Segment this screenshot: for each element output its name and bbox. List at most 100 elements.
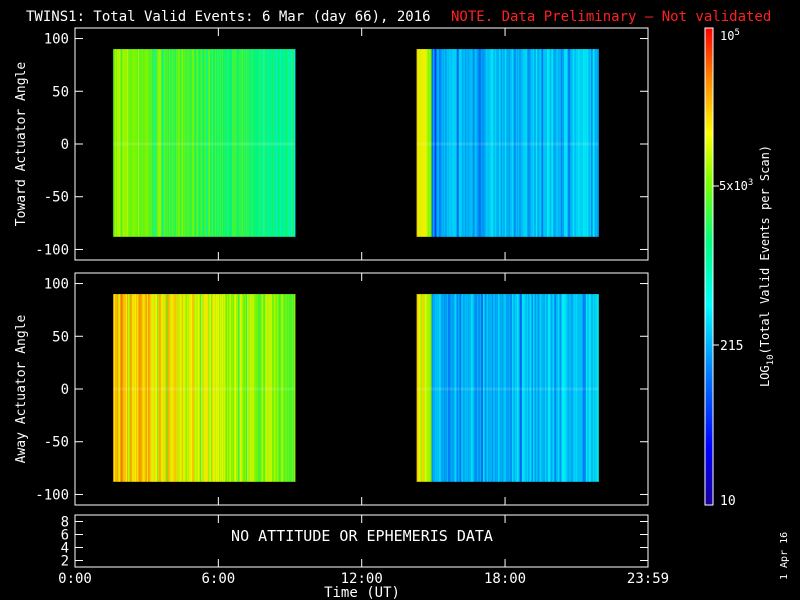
heatmap-column (157, 49, 159, 237)
heatmap-column (199, 294, 201, 482)
heatmap-column (119, 294, 121, 482)
heatmap-column (597, 294, 599, 482)
heatmap-column (223, 294, 225, 482)
heatmap-column (229, 49, 231, 237)
heatmap-column (155, 49, 157, 237)
heatmap-column (259, 49, 261, 237)
heatmap-column (507, 49, 509, 237)
heatmap-column (578, 294, 580, 482)
heatmap-column (280, 294, 282, 482)
heatmap-column (432, 294, 434, 482)
heatmap-column (559, 49, 561, 237)
heatmap-column (218, 294, 220, 482)
heatmap-column (584, 49, 586, 237)
heatmap-column (527, 49, 529, 237)
heatmap-column (581, 49, 583, 237)
heatmap-column (480, 294, 482, 482)
x-tick-label: 6:00 (201, 571, 235, 587)
heatmap-column (163, 294, 165, 482)
heatmap-column (554, 49, 556, 237)
heatmap-column (468, 49, 470, 237)
heatmap-column (552, 49, 554, 237)
heatmap-column (567, 294, 569, 482)
heatmap-column (440, 294, 442, 482)
heatmap-column (151, 49, 153, 237)
heatmap-column (264, 49, 266, 237)
heatmap-column (266, 49, 268, 237)
heatmap-column (127, 49, 129, 237)
heatmap-column (278, 49, 280, 237)
heatmap-column (476, 294, 478, 482)
y-tick-label: 0 (61, 382, 69, 398)
heatmap-column (232, 49, 234, 237)
heatmap-column (210, 294, 212, 482)
heatmap-column (168, 49, 170, 237)
heatmap-column (493, 294, 495, 482)
heatmap-column (120, 49, 122, 237)
heatmap-column (129, 49, 131, 237)
heatmap-column (436, 294, 438, 482)
heatmap-column (461, 49, 463, 237)
heatmap-column (582, 294, 584, 482)
heatmap-column (271, 49, 273, 237)
heatmap-column (167, 49, 169, 237)
heatmap-column (194, 294, 196, 482)
heatmap-column (452, 49, 454, 237)
heatmap-column (570, 294, 572, 482)
heatmap-column (564, 49, 566, 237)
heatmap-column (427, 294, 429, 482)
heatmap-column (267, 294, 269, 482)
heatmap-column (176, 294, 178, 482)
heatmap-column (520, 49, 522, 237)
heatmap-column (571, 294, 573, 482)
heatmap-column (242, 294, 244, 482)
heatmap-column (114, 294, 116, 482)
heatmap-column (292, 49, 294, 237)
heatmap-column (269, 49, 271, 237)
heatmap-column (461, 294, 463, 482)
heatmap-column (180, 49, 182, 237)
heatmap-column (222, 294, 224, 482)
heatmap-column (473, 294, 475, 482)
heatmap-column (182, 294, 184, 482)
heatmap-column (445, 49, 447, 237)
heatmap-column (456, 294, 458, 482)
heatmap-column (203, 49, 205, 237)
heatmap-column (190, 294, 192, 482)
heatmap-column (526, 294, 528, 482)
heatmap-column (487, 294, 489, 482)
heatmap-column (422, 49, 424, 237)
heatmap-column (187, 49, 189, 237)
heatmap-column (474, 49, 476, 237)
top-y-axis: 100 50 0 -50 -100 (35, 32, 648, 258)
heatmap-column (265, 49, 267, 237)
heatmap-column (237, 294, 239, 482)
heatmap-column (481, 49, 483, 237)
heatmap-column (238, 294, 240, 482)
heatmap-column (420, 49, 422, 237)
heatmap-column (224, 294, 226, 482)
top-y-axis-label: Toward Actuator Angle (14, 62, 29, 227)
heatmap-column (486, 49, 488, 237)
heatmap-column (279, 294, 281, 482)
heatmap-column (517, 49, 519, 237)
y-tick-label: 6 (61, 528, 69, 544)
heatmap-column (132, 294, 134, 482)
heatmap-column (515, 294, 517, 482)
heatmap-column (575, 49, 577, 237)
heatmap-column (257, 294, 259, 482)
heatmap-column (451, 294, 453, 482)
heatmap-column (288, 49, 290, 237)
heatmap-column (294, 49, 296, 237)
heatmap-column (285, 49, 287, 237)
heatmap-column (250, 49, 252, 237)
colorbar-axis-label: LOG10(Total Valid Events per Scan) (758, 145, 776, 387)
heatmap-column (150, 49, 152, 237)
heatmap-column (148, 294, 150, 482)
heatmap-column (236, 49, 238, 237)
heatmap-column (215, 49, 217, 237)
heatmap-column (144, 294, 146, 482)
heatmap-column (186, 49, 188, 237)
heatmap-column (443, 49, 445, 237)
heatmap-column (596, 49, 598, 237)
